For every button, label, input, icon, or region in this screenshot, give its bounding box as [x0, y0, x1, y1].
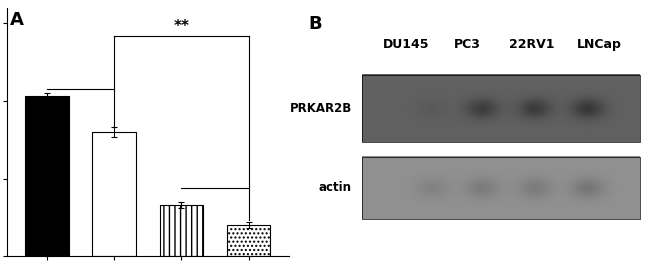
Text: B: B [308, 15, 322, 33]
Text: PRKAR2B: PRKAR2B [290, 102, 352, 115]
Bar [227, 225, 270, 256]
Text: actin: actin [319, 181, 352, 194]
Text: 22RV1: 22RV1 [509, 38, 554, 51]
Bar [25, 96, 69, 256]
Text: LNCap: LNCap [577, 38, 622, 51]
Bar [362, 157, 640, 219]
Text: PC3: PC3 [454, 38, 480, 51]
Text: A: A [10, 11, 24, 29]
Text: DU145: DU145 [383, 38, 430, 51]
Bar [92, 132, 136, 256]
Bar [159, 205, 203, 256]
Bar [362, 75, 640, 142]
Text: **: ** [174, 19, 189, 34]
